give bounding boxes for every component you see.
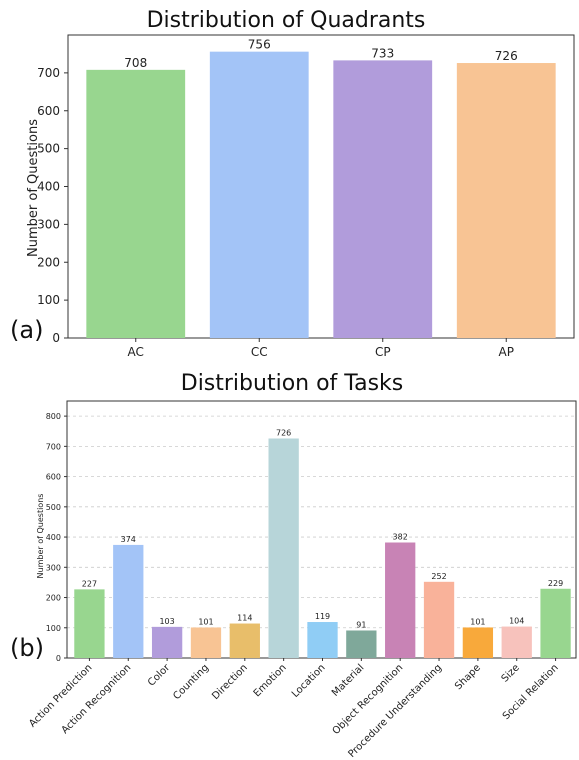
bar <box>540 588 571 658</box>
y-tick-label: 600 <box>37 104 60 118</box>
y-axis: 0 100 200 300 400 500 600 700 <box>37 66 68 345</box>
chart-quadrants: Distribution of Quadrants Number of Ques… <box>10 8 575 359</box>
x-tick-label: Action Prediction <box>27 662 94 729</box>
bar <box>385 542 416 658</box>
y-axis: 0 100 200 300 400 500 600 700 800 <box>46 412 67 663</box>
bar-value-label: 119 <box>315 612 330 621</box>
x-tick-label: AP <box>499 345 514 359</box>
x-tick-label: Direction <box>210 662 250 702</box>
bar-value-label: 726 <box>276 428 291 437</box>
bar-value-label: 101 <box>470 617 485 626</box>
chart-title: Distribution of Quadrants <box>147 8 426 33</box>
x-axis: AC CC CP AP <box>128 338 514 359</box>
bar <box>307 622 338 658</box>
y-tick-label: 100 <box>46 624 61 633</box>
bar <box>462 627 494 658</box>
bar-value-label: 114 <box>237 614 252 623</box>
bar <box>209 51 309 338</box>
bars: 708 756 733 726 <box>86 38 556 339</box>
x-tick-label: Location <box>290 662 328 700</box>
x-tick-label: CP <box>375 345 391 359</box>
bar <box>268 438 299 658</box>
y-tick-label: 700 <box>46 442 61 451</box>
y-tick-label: 0 <box>52 331 60 345</box>
x-tick-label: Emotion <box>252 662 289 699</box>
y-tick-label: 400 <box>46 533 61 542</box>
chart-tasks: Distribution of Tasks Number of Question… <box>10 371 577 760</box>
bar <box>456 63 556 339</box>
bar-value-label: 708 <box>124 56 147 70</box>
bar <box>423 581 455 658</box>
y-axis-label: Number of Questions <box>36 494 45 579</box>
bar <box>501 626 532 658</box>
y-tick-label: 0 <box>56 654 61 663</box>
bar-value-label: 374 <box>121 535 136 544</box>
bar <box>151 626 183 658</box>
bar-value-label: 229 <box>548 579 563 588</box>
y-tick-label: 400 <box>37 180 60 194</box>
bar-value-label: 103 <box>159 617 174 626</box>
y-tick-label: 800 <box>46 412 61 421</box>
bar-value-label: 101 <box>198 617 213 626</box>
y-tick-label: 200 <box>46 594 61 603</box>
bar <box>86 69 186 338</box>
x-tick-label: Action Recognition <box>60 662 134 736</box>
bar-value-label: 756 <box>248 38 271 52</box>
bar <box>74 589 105 658</box>
y-tick-label: 700 <box>37 66 60 80</box>
bar-value-label: 733 <box>371 46 394 60</box>
chart-title: Distribution of Tasks <box>181 371 403 396</box>
panel-label-a: (a) <box>10 316 43 344</box>
x-tick-label: AC <box>128 345 144 359</box>
y-tick-label: 500 <box>46 503 61 512</box>
x-tick-label: Object Recognition <box>331 662 406 737</box>
bar <box>229 623 260 658</box>
y-tick-label: 200 <box>37 255 60 269</box>
y-tick-label: 300 <box>37 217 60 231</box>
bar-value-label: 382 <box>393 533 408 542</box>
bar-value-label: 726 <box>495 49 518 63</box>
x-tick-label: CC <box>251 345 268 359</box>
x-tick-label: Color <box>146 662 173 689</box>
y-tick-label: 500 <box>37 142 60 156</box>
bar-value-label: 104 <box>509 617 524 626</box>
x-tick-label: Material <box>330 662 367 699</box>
bar-value-label: 227 <box>82 579 97 588</box>
y-axis-label: Number of Questions <box>26 119 41 257</box>
y-tick-label: 100 <box>37 293 60 307</box>
bar <box>333 60 433 338</box>
bar <box>190 627 222 658</box>
x-tick-label: Counting <box>171 662 211 702</box>
panel-label-b: (b) <box>10 634 44 662</box>
bar <box>113 544 144 658</box>
bar-value-label: 252 <box>431 572 446 581</box>
x-tick-label: Shape <box>453 662 483 692</box>
bars: 227 374 103 101 114 726 119 91 382 252 101 104 229 <box>74 428 571 658</box>
y-tick-label: 600 <box>46 473 61 482</box>
bar <box>346 630 377 658</box>
y-tick-label: 300 <box>46 563 61 572</box>
x-tick-label: Size <box>500 662 522 684</box>
bar-value-label: 91 <box>356 620 366 629</box>
